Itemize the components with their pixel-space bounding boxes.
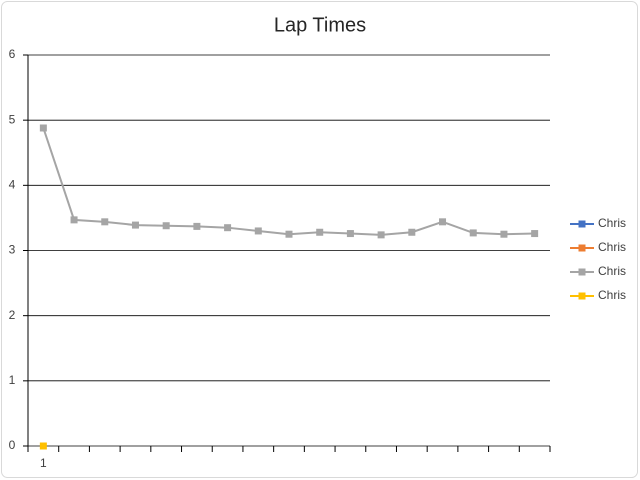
legend-label: Chris <box>598 264 626 278</box>
point-marker <box>346 230 354 238</box>
legend-marker <box>578 268 586 276</box>
point-marker <box>162 222 170 230</box>
legend-label: Chris <box>598 216 626 230</box>
legend-marker <box>578 292 586 300</box>
y-tick-label: 2 <box>9 308 16 322</box>
y-tick-label: 6 <box>9 47 16 61</box>
legend-label: Chris <box>598 240 626 254</box>
point-marker <box>193 222 201 230</box>
y-tick-label: 4 <box>9 178 16 192</box>
y-tick-label: 0 <box>9 438 16 452</box>
point-marker <box>39 442 47 450</box>
point-marker <box>500 230 508 238</box>
point-marker <box>469 229 477 237</box>
point-marker <box>285 230 293 238</box>
y-tick-label: 1 <box>9 373 16 387</box>
point-marker <box>531 230 539 238</box>
x-tick-label: 1 <box>40 456 47 470</box>
legend-marker <box>578 244 586 252</box>
point-marker <box>131 221 139 229</box>
legend-marker <box>578 220 586 228</box>
point-marker <box>39 124 47 132</box>
point-marker <box>254 227 262 235</box>
y-tick-label: 3 <box>9 243 16 257</box>
y-tick-label: 5 <box>9 112 16 126</box>
legend-label: Chris <box>598 288 626 302</box>
point-marker <box>224 224 232 232</box>
point-marker <box>316 228 324 236</box>
point-marker <box>377 231 385 239</box>
point-marker <box>70 216 78 224</box>
point-marker <box>408 228 416 236</box>
chart-title: Lap Times <box>274 14 366 36</box>
point-marker <box>439 218 447 226</box>
point-marker <box>101 218 109 226</box>
